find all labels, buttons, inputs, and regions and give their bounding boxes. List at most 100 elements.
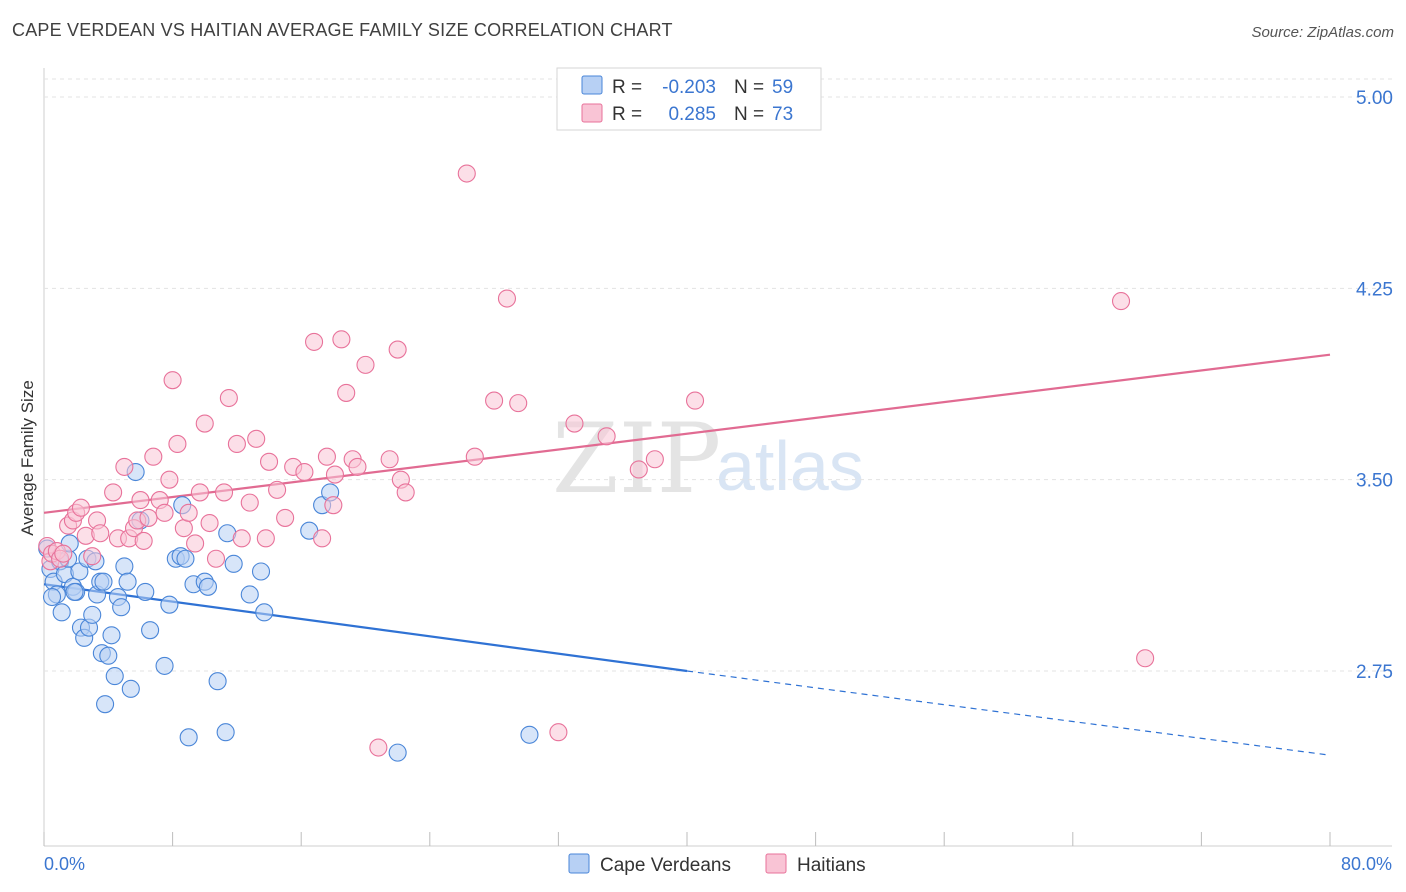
legend-swatch-haitians xyxy=(581,103,603,123)
point-haitian xyxy=(380,450,399,469)
point-cape-verdean xyxy=(52,603,71,622)
point-haitian xyxy=(305,332,324,351)
point-haitian xyxy=(369,738,388,757)
point-haitian xyxy=(276,508,295,527)
x-ticks xyxy=(43,832,1331,846)
y-tick-label: 2.75 xyxy=(1356,662,1393,683)
point-haitian xyxy=(174,519,193,538)
point-cape-verdean xyxy=(208,672,227,691)
y-axis-title: Average Family Size xyxy=(18,380,37,536)
point-haitian xyxy=(268,480,287,499)
point-haitian xyxy=(179,503,198,522)
point-haitian xyxy=(457,164,476,183)
legend-n-label-1: N = xyxy=(734,77,764,98)
point-cape-verdean xyxy=(42,587,62,607)
point-cape-verdean xyxy=(520,725,539,744)
series-legend-haitians: Haitians xyxy=(797,855,866,876)
point-haitian xyxy=(186,534,205,553)
point-cape-verdean xyxy=(112,598,131,617)
x-min-label: 0.0% xyxy=(44,854,85,874)
point-cape-verdean xyxy=(118,572,137,591)
point-haitian xyxy=(1111,292,1131,311)
point-cape-verdean xyxy=(70,562,89,581)
x-max-label: 80.0% xyxy=(1341,854,1392,874)
point-haitian xyxy=(160,470,179,489)
point-haitian xyxy=(337,383,356,402)
y-tick-label: 3.50 xyxy=(1356,471,1393,492)
grid xyxy=(44,78,1392,672)
point-haitian xyxy=(139,508,158,527)
point-haitian xyxy=(313,529,332,548)
legend-n-value-2: 73 xyxy=(772,104,793,125)
chart-title: CAPE VERDEAN VS HAITIAN AVERAGE FAMILY S… xyxy=(12,20,673,40)
series-legend: Cape Verdeans Haitians xyxy=(568,853,866,876)
point-haitian xyxy=(190,483,209,502)
point-haitian xyxy=(104,483,123,502)
point-cape-verdean xyxy=(121,679,140,698)
legend-n-label-2: N = xyxy=(734,104,764,125)
point-haitian xyxy=(396,483,415,502)
point-haitian xyxy=(163,371,182,390)
point-haitian xyxy=(629,460,648,479)
point-haitian xyxy=(325,465,345,484)
point-cape-verdean xyxy=(83,605,102,624)
point-haitian xyxy=(214,483,234,502)
point-haitian xyxy=(134,531,153,550)
trend-line-haitians xyxy=(43,353,1331,514)
point-haitian xyxy=(200,513,219,533)
data-points xyxy=(38,164,1155,762)
point-cape-verdean xyxy=(240,585,259,604)
point-haitian xyxy=(131,491,150,510)
point-haitian xyxy=(247,429,266,448)
point-haitian xyxy=(685,391,705,410)
point-haitian xyxy=(465,447,484,466)
point-haitian xyxy=(565,414,584,433)
point-haitian xyxy=(259,452,279,471)
point-haitian xyxy=(227,434,246,454)
point-cape-verdean xyxy=(102,626,121,645)
point-haitian xyxy=(91,524,110,543)
point-cape-verdean xyxy=(94,572,113,591)
point-haitian xyxy=(144,447,163,466)
point-cape-verdean xyxy=(136,582,155,601)
point-cape-verdean xyxy=(105,667,124,686)
point-haitian xyxy=(155,503,174,522)
point-haitian xyxy=(219,388,238,408)
legend-r-label-1: R = xyxy=(612,77,642,98)
legend-swatch-cape-verdeans xyxy=(581,75,603,95)
point-haitian xyxy=(232,529,251,548)
point-cape-verdean xyxy=(198,577,218,596)
point-haitian xyxy=(295,462,314,482)
legend-r-value-2: 0.285 xyxy=(668,104,716,125)
series-legend-swatch-haitians xyxy=(765,853,787,874)
point-haitian xyxy=(356,355,375,374)
point-haitian xyxy=(240,493,259,512)
point-cape-verdean xyxy=(176,549,195,568)
point-haitian xyxy=(348,457,367,476)
point-cape-verdean xyxy=(224,554,243,573)
point-cape-verdean xyxy=(251,562,271,581)
point-cape-verdean xyxy=(115,557,134,576)
point-haitian xyxy=(206,549,226,568)
stats-legend: R = -0.203 N = 59 R = 0.285 N = 73 xyxy=(556,67,822,131)
point-cape-verdean xyxy=(96,695,115,714)
point-cape-verdean xyxy=(155,656,174,675)
point-haitian xyxy=(115,457,134,476)
point-haitian xyxy=(168,434,187,454)
point-haitian xyxy=(332,330,351,349)
legend-n-value-1: 59 xyxy=(772,77,793,98)
source-label: Source: ZipAtlas.com xyxy=(1251,24,1394,41)
point-haitian xyxy=(549,723,568,742)
y-tick-labels: 2.75 3.50 4.25 5.00 xyxy=(1356,88,1393,683)
point-haitian xyxy=(324,496,343,515)
point-cape-verdean xyxy=(160,595,179,614)
point-haitian xyxy=(645,450,664,469)
point-cape-verdean xyxy=(216,723,235,742)
point-cape-verdean xyxy=(255,603,274,622)
trend-line-cape-verdeans-projection xyxy=(686,670,1331,756)
point-haitian xyxy=(388,340,407,359)
series-legend-swatch-cape-verdeans xyxy=(568,853,590,874)
point-cape-verdean xyxy=(388,743,407,762)
point-haitian xyxy=(509,394,528,413)
point-cape-verdean xyxy=(99,646,118,665)
